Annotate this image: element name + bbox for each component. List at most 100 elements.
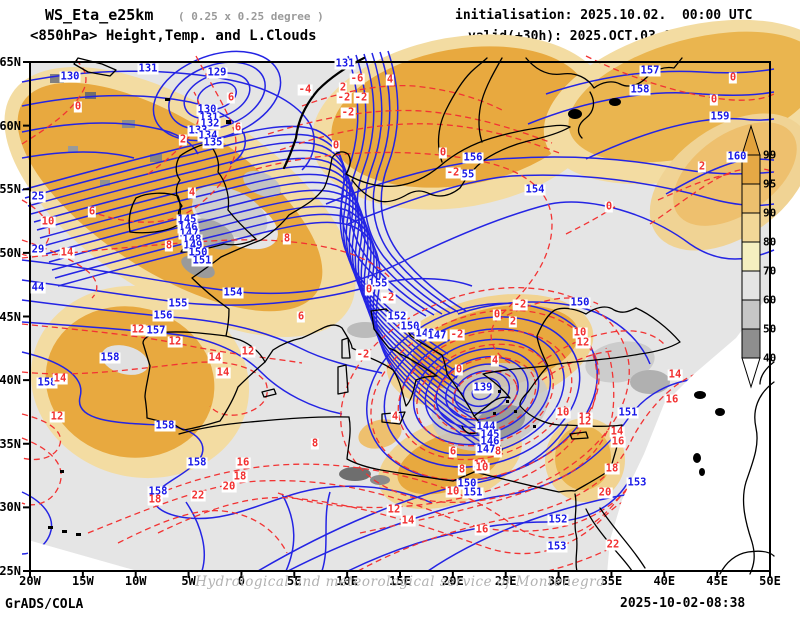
temp-contour-label: -2 — [445, 166, 461, 179]
temp-contour-label: 2 — [178, 133, 188, 146]
lon-label: 10E — [336, 574, 358, 588]
height-contour-label: 154 — [222, 286, 244, 299]
temp-contour-label: 22 — [190, 489, 206, 502]
height-contour-label: 158 — [99, 351, 121, 364]
temp-contour-label: 10 — [572, 326, 588, 339]
temp-contour-label: 14 — [609, 425, 625, 438]
height-contour-label: 131 — [334, 57, 356, 70]
height-contour-label: 155 — [167, 297, 189, 310]
lon-label: 5E — [287, 574, 302, 588]
height-contour-label: 146 — [479, 435, 501, 448]
height-contour-label: 158 — [154, 419, 176, 432]
height-contour-label: 145 — [479, 428, 501, 441]
temp-contour-label: 16 — [474, 523, 490, 536]
height-contour-label: 146 — [177, 221, 199, 234]
initialisation-time: initialisation: 2025.10.02. 00:00 UTC — [455, 8, 753, 23]
temp-contour-label: 10 — [555, 406, 571, 419]
height-contour-label: 158 — [36, 376, 58, 389]
coastlines — [48, 56, 775, 575]
height-contour-label: 151 — [462, 486, 484, 499]
cloud-colorbar — [741, 124, 761, 389]
temp-contour-label: 16 — [664, 393, 680, 406]
height-contour-label: 150 — [456, 477, 478, 490]
lon-label: 5W — [181, 574, 196, 588]
height-contour-label: 25 — [30, 190, 46, 203]
height-contour-label: 152 — [547, 513, 569, 526]
temp-contour-label: 0 — [728, 71, 738, 84]
temp-contour-label: 0 — [454, 363, 464, 376]
height-contour-label: 160 — [726, 150, 748, 163]
temp-contour-label: 10 — [40, 215, 56, 228]
lon-label: 25E — [494, 574, 517, 588]
temp-contour-label: 20 — [597, 486, 613, 499]
lon-label: 30E — [547, 574, 570, 588]
height-contour-label: 158 — [147, 485, 169, 498]
height-contour-label: 158 — [629, 83, 651, 96]
temp-contour-label: 0 — [709, 93, 719, 106]
temp-contour-label: 12 — [130, 323, 146, 336]
lat-label: 55N — [0, 182, 21, 197]
temp-contour-label: -2 — [340, 106, 356, 119]
temp-contour-label: 0 — [438, 146, 448, 159]
lat-label: 45N — [0, 309, 21, 324]
height-contour-label: 131 — [198, 111, 220, 124]
height-contour-label: 150 — [399, 320, 421, 333]
temp-contour-label: 12 — [575, 336, 591, 349]
height-contour-label: 148 — [181, 233, 203, 246]
height-contour-label: 144 — [475, 420, 497, 433]
height-contour-label: 139 — [472, 381, 494, 394]
temp-contour-label: 6 — [87, 205, 97, 218]
temp-contour-label: 8 — [493, 445, 503, 458]
lat-label: 25N — [0, 564, 21, 578]
temp-contour-label: 14 — [667, 368, 683, 381]
grads-credit: GrADS/COLA — [5, 597, 84, 612]
temp-contour-label: 10 — [445, 485, 461, 498]
colorbar-value: 50 — [763, 322, 777, 336]
temp-contour-label: 16 — [235, 456, 251, 469]
watermark: Hydrological and meteorological service … — [195, 574, 605, 590]
resolution-label: ( 0.25 x 0.25 degree ) — [178, 10, 324, 23]
temp-contour-label: 0 — [492, 308, 502, 321]
lon-label: 20E — [442, 574, 464, 588]
temp-contour-label: 16 — [610, 435, 626, 448]
height-contour-label: 147 — [178, 227, 200, 240]
lat-label: 35N — [0, 436, 21, 451]
height-contour-label: 147 — [475, 443, 497, 456]
lon-label: 50E — [759, 574, 781, 588]
height-contour-label: 154 — [524, 183, 546, 196]
colorbar-value: 40 — [763, 351, 777, 365]
colorbar-value: 99 — [763, 148, 777, 162]
height-contour-label: 157 — [145, 324, 167, 337]
height-contour-label: 159 — [709, 110, 731, 123]
temp-contour-label: -6 — [349, 72, 365, 85]
temp-contour-label: 10 — [474, 461, 490, 474]
height-contour-label: 156 — [462, 151, 484, 164]
temp-contour-label: 14 — [400, 514, 416, 527]
colorbar-value: 95 — [763, 177, 777, 191]
temp-contour-label: 8 — [164, 239, 174, 252]
temp-contour-label: 4 — [490, 354, 500, 367]
height-contour-label: 158 — [186, 456, 208, 469]
lat-label: 30N — [0, 500, 21, 515]
temp-contour-label: 18 — [147, 493, 163, 506]
lon-label: 10W — [124, 574, 147, 588]
temp-contour-label: 22 — [605, 538, 621, 551]
lat-label: 65N — [0, 55, 21, 69]
temp-contour-label: 12 — [577, 415, 593, 428]
temp-contour-label: 2 — [508, 315, 518, 328]
temp-contour-label: 8 — [282, 232, 292, 245]
temp-contour-label: 0 — [604, 200, 614, 213]
temp-contour-label: 6 — [233, 121, 243, 134]
temp-contour-label: -2 — [380, 291, 396, 304]
temp-contour-label: 18 — [232, 470, 248, 483]
height-contour-label: 44 — [30, 281, 46, 294]
temp-contour-label: 2 — [697, 160, 707, 173]
height-contour-label: 150 — [569, 296, 591, 309]
lon-label: 45E — [706, 574, 728, 588]
temp-contour-label: -2 — [355, 348, 371, 361]
temp-contour-label: 0 — [364, 283, 374, 296]
colorbar-value: 80 — [763, 235, 777, 249]
height-contour-label: 134 — [197, 129, 219, 142]
temp-contour-label: 14 — [207, 351, 223, 364]
